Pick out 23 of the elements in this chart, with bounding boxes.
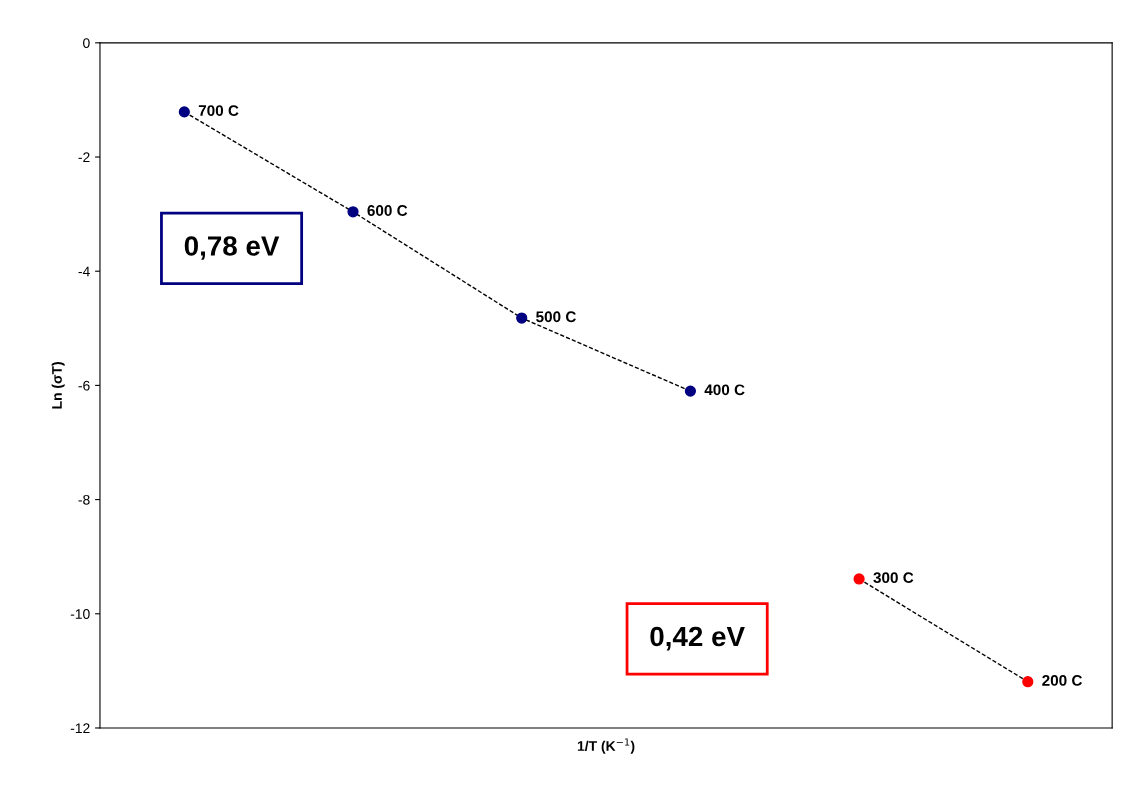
point <box>853 573 865 585</box>
y-tick-label: -8 <box>78 494 90 505</box>
annotation: 400 C <box>704 384 745 396</box>
annotation: 200 C <box>1042 675 1083 686</box>
y-tick-label: -10 <box>70 609 90 619</box>
point <box>684 385 697 397</box>
y-tick-label: -6 <box>78 380 90 391</box>
point <box>178 106 190 118</box>
annotation: 0,42 eV <box>650 626 745 651</box>
annotation: 600 C <box>367 205 408 216</box>
annotation: 700 C <box>198 105 239 117</box>
point <box>516 312 528 324</box>
y-tick-label: -4 <box>78 266 90 277</box>
point <box>1022 676 1034 688</box>
y-tick-label: 0 <box>83 38 90 48</box>
annotation: 300 C <box>873 572 914 584</box>
x-axis-title: 1/T (K$^{−1}$) <box>577 738 635 754</box>
y-axis-title: Ln (σT) <box>51 362 65 409</box>
y-tick-label: -2 <box>78 152 90 163</box>
annotation: 0,78 eV <box>184 236 280 260</box>
point <box>347 206 359 218</box>
y-tick-label: -12 <box>70 723 90 734</box>
annotation: 500 C <box>536 311 576 323</box>
